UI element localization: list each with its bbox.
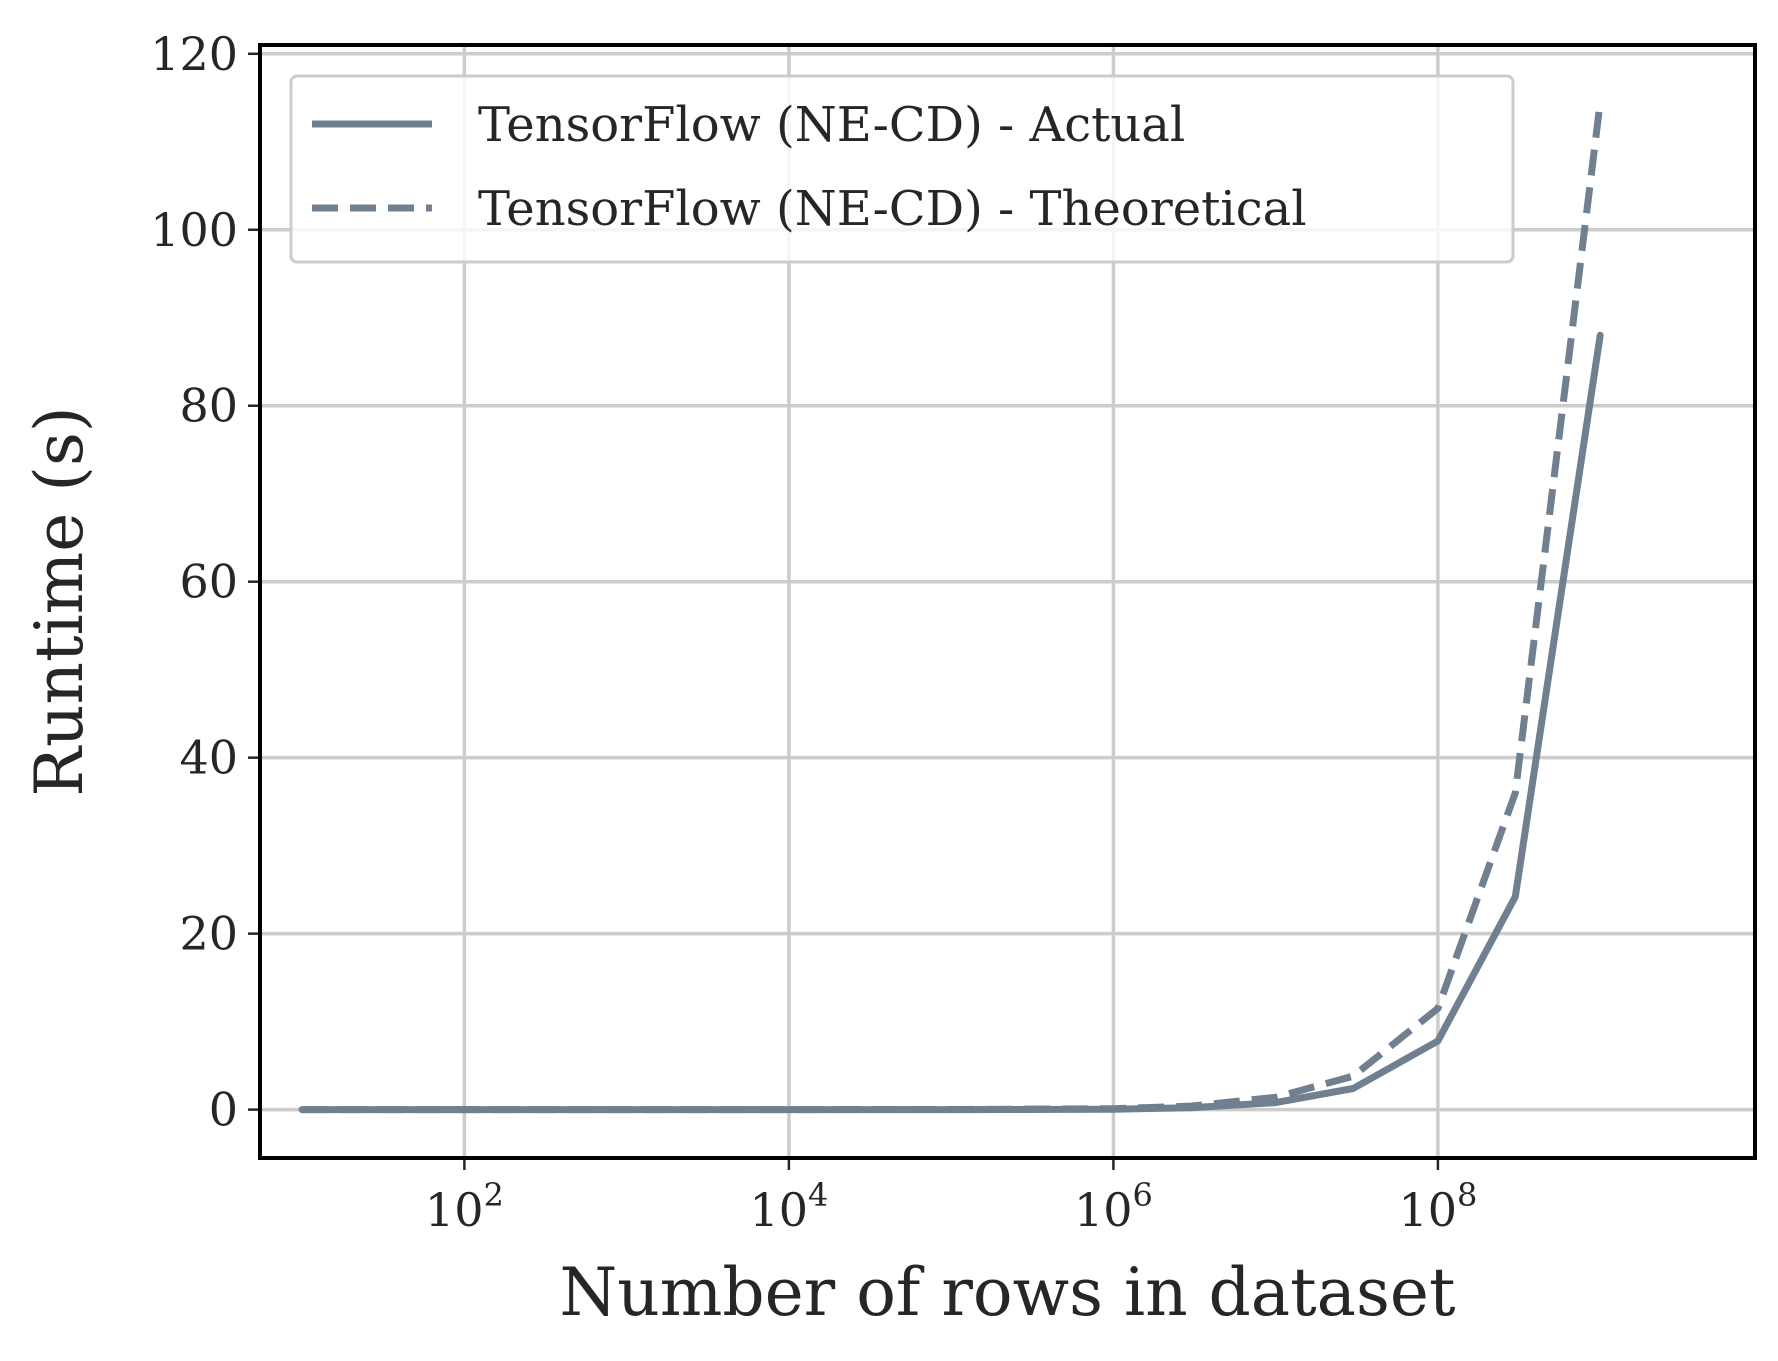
plot-frame [258, 43, 1757, 1160]
y-tick-label: 40 [179, 731, 238, 785]
y-tick-label: 120 [150, 27, 238, 81]
y-tick-label: 20 [179, 907, 238, 961]
y-axis-ticks: 0 20 40 60 80 100 120 [150, 27, 260, 1137]
y-tick-label: 80 [179, 379, 238, 433]
y-tick-label: 100 [150, 203, 238, 257]
legend: TensorFlow (NE-CD) - Actual TensorFlow (… [289, 74, 1515, 264]
x-tick-label: 106 [1074, 1176, 1153, 1237]
y-axis-label: Runtime (s) [21, 406, 98, 796]
x-axis-label: Number of rows in dataset [560, 1254, 1456, 1331]
series-layer [298, 101, 1604, 1114]
y-tick-label: 0 [209, 1083, 238, 1137]
legend-label-theoretical: TensorFlow (NE-CD) - Theoretical [478, 181, 1307, 237]
series-line-actual [298, 331, 1604, 1114]
series-line-theoretical [302, 101, 1604, 1114]
x-tick-label: 104 [749, 1176, 828, 1237]
y-tick-label: 60 [179, 555, 238, 609]
legend-box [289, 74, 1515, 264]
legend-label-actual: TensorFlow (NE-CD) - Actual [478, 97, 1185, 153]
x-axis-ticks: 102 104 106 108 [425, 1158, 1477, 1237]
x-tick-label: 102 [425, 1176, 504, 1237]
x-tick-label: 108 [1398, 1176, 1477, 1237]
